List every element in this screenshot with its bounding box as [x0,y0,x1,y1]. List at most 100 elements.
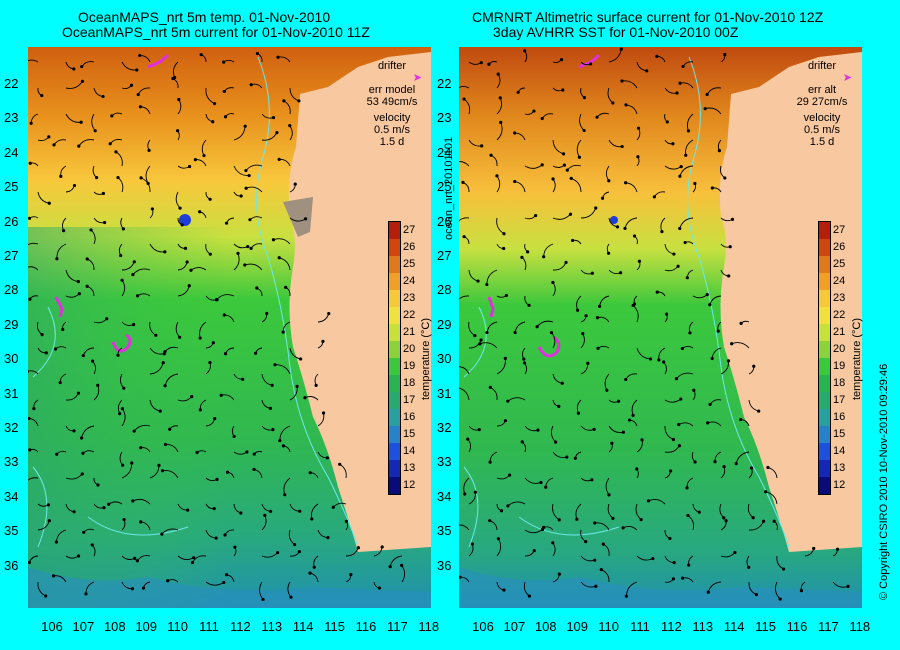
current-arrow-head [85,284,89,288]
current-arrow-head [44,351,48,355]
right-colorbar-title: temperature (°C) [851,317,863,400]
left-lon-label: 109 [135,619,158,634]
current-arrow-head [672,560,676,565]
current-arrow-head [276,551,280,555]
current-arrow-head [252,467,256,472]
current-arrow [274,364,291,375]
current-arrow-head [297,550,301,554]
current-arrow-head [271,115,276,120]
current-arrow [524,529,543,534]
current-arrow-head [388,565,392,569]
current-arrow-head [564,260,568,264]
current-arrow [164,373,179,386]
right-colorbar-tick: 22 [833,309,846,321]
right-legend-velocity: velocity [803,112,841,124]
current-arrow-head [697,510,701,514]
current-arrow-head [523,49,527,53]
left-lon-label: 108 [103,619,126,634]
current-arrow-head [72,183,77,188]
current-arrow-head [28,297,32,301]
left-lat-label: 28 [4,282,19,298]
current-arrow [636,347,651,360]
current-arrow-head [544,485,548,489]
current-arrow-head [506,504,510,508]
current-arrow [81,425,95,439]
current-arrow-head [559,58,564,62]
current-arrow-head [135,68,139,72]
current-arrow-head [47,135,51,139]
right-colorbar-tick: 16 [833,411,846,423]
current-arrow-head [459,575,462,579]
current-arrow-head [85,257,89,261]
current-arrow-head [573,456,577,460]
left-lat-label: 27 [4,248,19,263]
current-arrow-head [551,177,555,181]
current-arrow-head [158,409,162,413]
left-lat-label: 30 [4,351,19,367]
left-lon-label: 114 [292,619,314,634]
current-arrow-head [672,252,676,256]
right-colorbar-tick: 13 [833,462,846,474]
current-arrow-head [163,250,167,254]
current-arrow-head [611,101,615,105]
right-colorbar-swatch [819,443,830,460]
right-lat-label: 25 [437,179,452,195]
current-arrow [205,87,215,105]
current-arrow-head [349,572,353,577]
left-colorbar-swatch [389,375,400,392]
right-lon-label: 110 [598,619,619,634]
current-arrow-head [722,465,726,469]
current-arrow-head [778,597,782,601]
current-arrow [496,358,506,375]
current-arrow-head [54,540,58,544]
current-arrow-head [485,330,489,335]
current-arrow-head [480,144,484,148]
current-arrow [775,581,781,600]
current-arrow-head [326,535,330,540]
current-arrow-head [121,463,125,467]
current-arrow-head [133,556,137,560]
left-lat-label: 34 [4,488,19,504]
current-arrow-head [261,597,265,602]
current-arrow-head [163,384,167,388]
current-arrow-head [356,546,360,550]
left-lon-label: 110 [167,619,188,634]
current-arrow-head [121,227,125,231]
current-arrow-head [122,518,126,522]
right-lat-label: 26 [437,213,452,229]
current-arrow [459,387,470,401]
left-lat-label: 25 [4,179,19,195]
current-arrow [233,253,240,271]
current-arrow-head [733,550,737,555]
current-arrow [78,139,95,147]
current-arrow [496,122,503,141]
current-arrow [507,397,526,402]
current-arrow-head [288,123,292,128]
current-arrow-head [150,207,154,211]
current-arrow-head [671,577,675,581]
right-lon-label: 117 [818,619,839,634]
current-arrow-head [693,460,697,464]
current-arrow-head [685,276,689,280]
current-arrow-head [270,383,274,387]
current-arrow-head [80,64,84,69]
current-arrow-head [662,360,666,364]
right-current-arrows [459,47,850,601]
left-lon-label: 106 [41,619,63,634]
current-arrow-head [571,238,575,243]
current-arrow-head [93,129,97,133]
current-arrow-head [77,144,81,148]
current-arrow-head [72,429,76,433]
current-arrow-head [722,516,726,520]
right-lon-label: 106 [472,619,494,634]
current-arrow-head [186,508,190,512]
current-arrow-head [245,450,249,454]
current-arrow-head [679,397,683,401]
current-arrow-head [739,417,743,422]
current-arrow-head [499,120,503,125]
left-lat-label: 32 [4,420,19,435]
current-arrow-head [62,229,66,233]
current-arrow-head [606,251,611,255]
left-colorbar-title: temperature (°C) [420,317,432,400]
left-lon-label: 111 [199,619,219,634]
